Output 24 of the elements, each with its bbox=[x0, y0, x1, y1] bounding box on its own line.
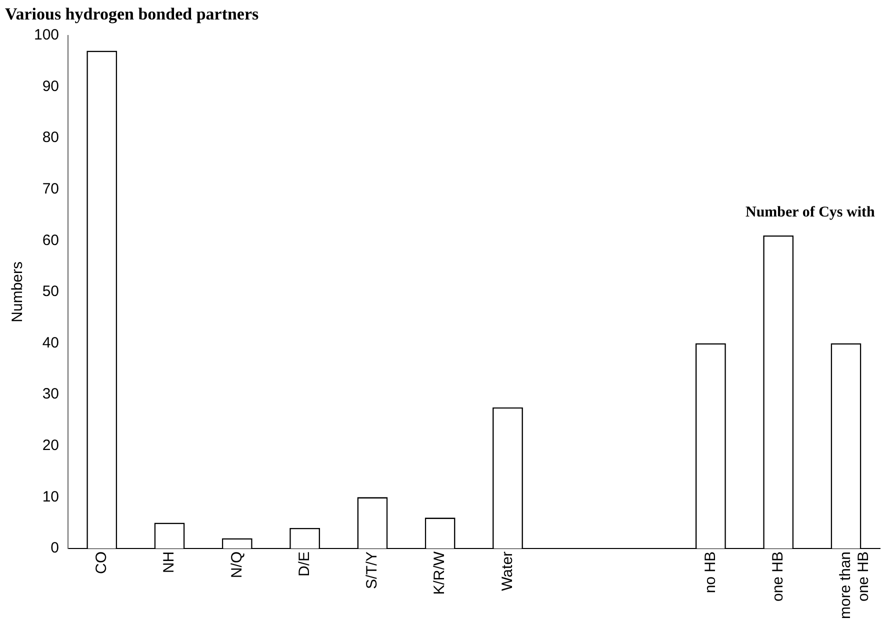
x-tick-label: more than one HB bbox=[837, 551, 872, 620]
x-tick-label: S/T/Y bbox=[364, 551, 381, 589]
x-tick-label: D/E bbox=[296, 551, 313, 576]
y-tick-label: 60 bbox=[42, 232, 60, 249]
x-tick-label: CO bbox=[92, 551, 110, 574]
x-tick-label: N/Q bbox=[228, 551, 246, 578]
annotation: Number of Cys with bbox=[746, 204, 876, 220]
y-tick-label: 90 bbox=[42, 78, 60, 95]
y-tick-label: 50 bbox=[42, 283, 60, 300]
y-tick-label: 30 bbox=[42, 386, 60, 403]
y-tick-label: 70 bbox=[42, 180, 60, 198]
y-tick-label: 0 bbox=[50, 540, 60, 557]
x-tick-label: K/R/W bbox=[431, 550, 448, 595]
y-tick-label: 20 bbox=[42, 436, 60, 454]
x-tick-label: one HB bbox=[769, 551, 786, 602]
x-tick-label: no HB bbox=[702, 551, 719, 594]
y-axis-title: Numbers bbox=[9, 262, 26, 322]
y-tick-label: 10 bbox=[42, 488, 60, 506]
chart-title: Various hydrogen bonded partners bbox=[5, 4, 260, 24]
y-tick-label: 80 bbox=[42, 129, 60, 146]
x-tick-label: NH bbox=[160, 551, 178, 574]
x-tick-label: Water bbox=[498, 551, 516, 591]
y-tick-label: 40 bbox=[42, 334, 60, 352]
y-tick-label: 100 bbox=[34, 26, 60, 44]
